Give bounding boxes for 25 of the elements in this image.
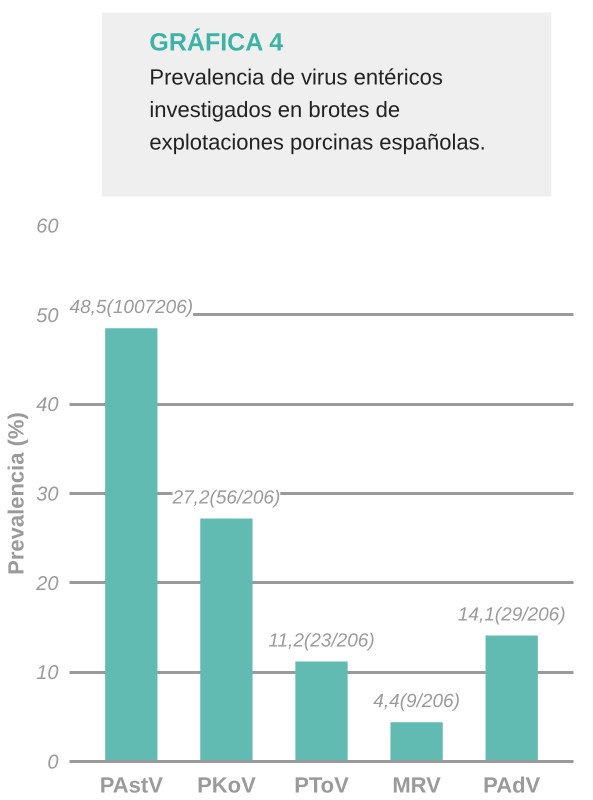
- x-tick-label: MRV: [392, 772, 442, 798]
- bar: [295, 661, 348, 762]
- x-tick-label: PKoV: [197, 772, 256, 798]
- y-tick-label: 20: [35, 572, 59, 595]
- y-tick-label: 40: [36, 394, 59, 416]
- x-tick-label: PAdV: [483, 772, 541, 798]
- data-label: 48,5(1007206): [70, 297, 194, 318]
- bar: [390, 722, 443, 762]
- chart-title: GRÁFICA 4: [149, 28, 284, 56]
- y-tick-label: 0: [47, 752, 58, 774]
- data-label: 27,2(56/206): [172, 488, 280, 509]
- bar: [105, 328, 158, 762]
- y-tick-label: 50: [36, 304, 59, 327]
- y-tick-label: 30: [36, 484, 59, 506]
- data-label: 14,1(29/206): [458, 604, 566, 626]
- y-tick-label: 10: [36, 662, 59, 684]
- bar: [200, 518, 253, 762]
- data-label: 4,4(9/206): [373, 691, 460, 712]
- bar: [486, 636, 538, 762]
- chart-subtitle: Prevalencia de virus entéricos investigados en brotes de explotaciones porcinas españolas.: [149, 64, 486, 154]
- data-label: 11,2(23/206): [268, 630, 375, 652]
- x-tick-label: PToV: [294, 772, 350, 798]
- y-axis-title: Prevalencia (%): [3, 412, 28, 575]
- y-tick-label: 60: [36, 216, 59, 238]
- x-tick-label: PAstV: [100, 772, 164, 798]
